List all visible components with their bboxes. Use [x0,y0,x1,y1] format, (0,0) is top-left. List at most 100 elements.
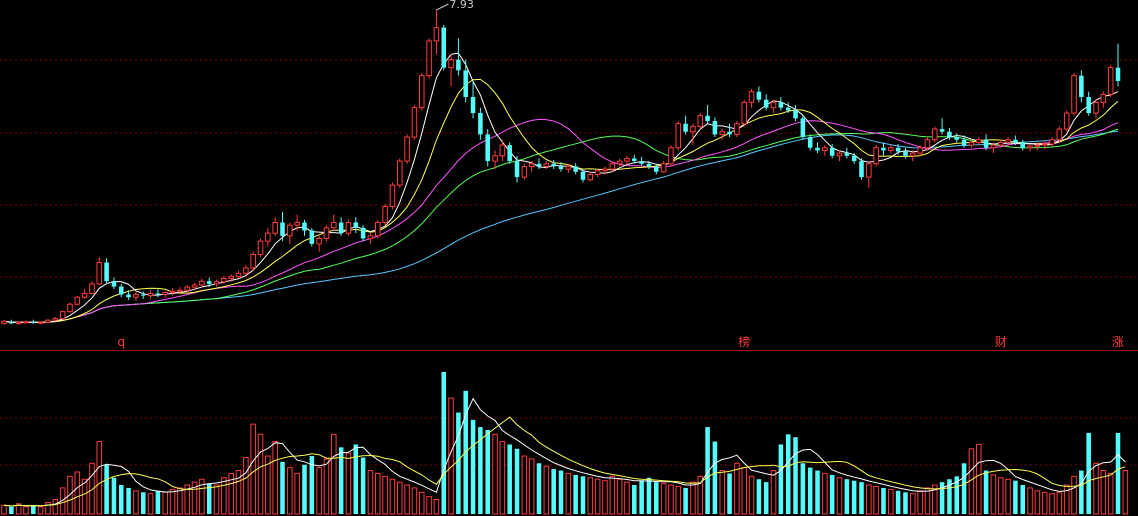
candle-body [1086,97,1091,114]
volume-bar [763,482,769,514]
candle [331,214,337,231]
candle [89,281,95,295]
volume-bar [338,447,344,514]
candle [52,316,59,322]
volume-bar [191,481,198,515]
candle-body [558,166,564,170]
candle [199,278,205,289]
candle [463,59,468,103]
candle [587,171,594,182]
volume-bar [280,461,285,514]
volume-bar [382,475,388,515]
volume-bar [990,474,997,515]
volume-bar [250,423,256,515]
event-marker: q [117,335,125,349]
candle [697,113,704,130]
volume-bar [551,469,556,514]
candle [521,163,528,180]
volume-bar [609,475,616,515]
candle-body [1020,142,1025,148]
candle-body [155,293,161,295]
volume-bar [1027,487,1033,515]
candle [851,153,857,164]
ma20-line [3,118,1119,323]
candle-body [360,227,366,239]
candle-body [997,141,1004,146]
candle [191,282,198,291]
candle-body [74,296,81,305]
candle [280,211,285,242]
candle [470,81,476,119]
candle [836,150,843,162]
candle [37,321,44,325]
volume-bar [59,487,66,515]
candle [184,284,190,293]
candle [624,155,630,166]
volume-bar [616,478,623,515]
volume-bar [734,462,740,515]
candle [133,291,139,301]
ma5-line [3,52,1119,324]
volume-bar [345,452,352,515]
volume-bar [323,458,330,515]
candlesticks [1,10,1121,325]
candle-body [1115,67,1121,82]
volume-bar [89,462,95,515]
volume-bar [140,492,146,514]
candle [309,227,315,247]
candle-body [15,321,22,324]
volume-bar [177,487,183,515]
candle-body [1,320,7,324]
candle-body [646,163,652,167]
volume-bar [294,472,300,515]
candle-body [939,129,945,132]
candle-body [9,322,14,324]
candle [654,163,659,175]
candle-body [316,238,322,245]
candle [228,274,234,282]
volume-bar [675,485,682,515]
max-price-annotation: 7.93 [436,0,474,11]
candle-body [639,161,644,164]
candle-body [543,163,550,167]
volume-bars [1,372,1129,515]
volume-bar [15,503,22,515]
volume-bar [632,485,637,514]
candle-body [243,267,249,274]
candle [404,134,410,164]
candle [485,129,490,167]
volume-bar [1056,491,1063,515]
candle-body [323,227,330,240]
candle [668,145,674,167]
volume-bar [1063,484,1070,515]
candle [169,288,176,296]
candle [294,214,300,231]
volume-bar [243,456,249,515]
event-marker: 涨 [1112,334,1124,349]
candle [433,10,440,55]
candle-body [213,281,220,285]
candle [147,290,154,299]
candle [448,54,454,87]
candle [573,163,578,175]
candle-body [96,262,103,285]
volume-bar [404,484,410,515]
candle-body [294,221,300,226]
candle [162,291,169,298]
candle [895,144,901,155]
candle-body [1049,139,1055,145]
candle-body [45,319,51,323]
candle [741,99,747,127]
candle [243,265,249,276]
volume-bar [367,470,374,515]
volume-bar [235,470,242,515]
volume-bar [1093,462,1099,515]
volume-bar [829,474,835,514]
volume-bar [309,456,315,514]
volume-bar [1020,485,1025,514]
candle-body [785,107,791,111]
candle-body [287,224,293,237]
candle-body [917,147,923,154]
volume-bar [580,476,586,514]
candle [45,319,51,324]
